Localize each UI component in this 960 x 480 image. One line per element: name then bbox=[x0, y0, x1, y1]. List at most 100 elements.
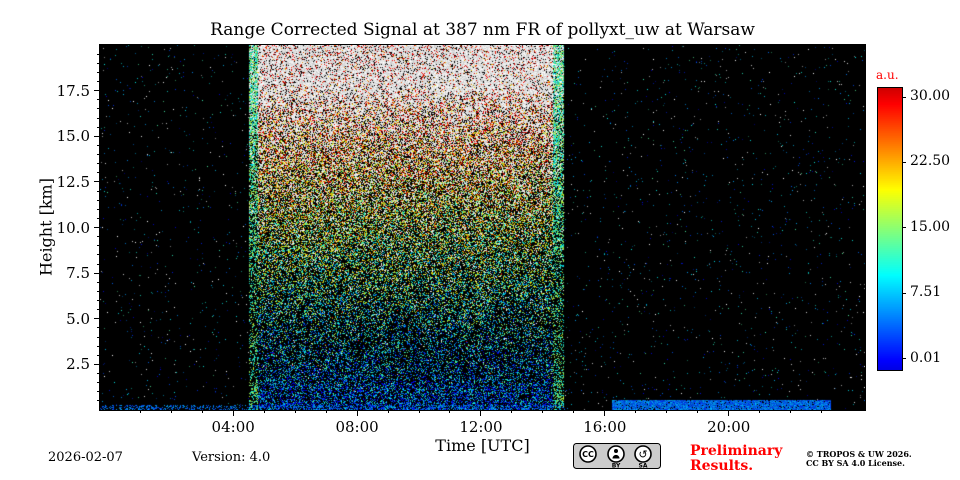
cc-icon bbox=[579, 445, 597, 463]
y-minor-tick bbox=[97, 117, 100, 119]
y-major-tick bbox=[94, 181, 100, 183]
heatmap-plot-area bbox=[100, 45, 865, 410]
x-minor-tick bbox=[511, 410, 513, 413]
preliminary-line2: Results. bbox=[690, 458, 754, 474]
y-minor-tick bbox=[97, 126, 100, 128]
y-minor-tick bbox=[97, 108, 100, 110]
svg-text:↺: ↺ bbox=[638, 448, 647, 461]
y-minor-tick bbox=[97, 190, 100, 192]
x-minor-tick bbox=[170, 410, 172, 413]
x-tick-label: 12:00 bbox=[459, 418, 503, 436]
x-minor-tick bbox=[790, 410, 792, 413]
y-tick-label: 10.0 bbox=[56, 218, 90, 237]
colorbar-tick-label: 7.51 bbox=[910, 284, 942, 301]
colorbar-tick bbox=[902, 227, 906, 229]
x-major-tick bbox=[480, 410, 482, 416]
y-tick-label: 15.0 bbox=[56, 127, 90, 146]
y-minor-tick bbox=[97, 154, 100, 155]
y-minor-tick bbox=[97, 217, 100, 219]
y-minor-tick bbox=[97, 71, 100, 73]
y-minor-tick bbox=[97, 373, 100, 374]
y-minor-tick bbox=[97, 354, 100, 356]
x-minor-tick bbox=[697, 410, 699, 413]
x-minor-tick bbox=[635, 410, 637, 413]
x-minor-tick bbox=[418, 410, 420, 413]
y-minor-tick bbox=[97, 254, 100, 256]
x-tick-label: 04:00 bbox=[211, 418, 255, 436]
plot-title: Range Corrected Signal at 387 nm FR of p… bbox=[210, 20, 755, 40]
colorbar-tick-label: 22.50 bbox=[910, 153, 951, 170]
colorbar-tick bbox=[902, 358, 906, 360]
y-major-tick bbox=[94, 227, 100, 228]
colorbar-tick bbox=[902, 161, 906, 163]
y-minor-tick bbox=[97, 400, 100, 402]
y-axis-label: Height [km] bbox=[36, 178, 56, 276]
x-minor-tick bbox=[449, 410, 451, 413]
y-tick-label: 12.5 bbox=[56, 172, 90, 191]
cc-by-sa-badge: CC BY ↺ SA bbox=[573, 443, 661, 469]
y-tick-label: 17.5 bbox=[56, 81, 90, 100]
sa-arrow-icon bbox=[634, 445, 652, 463]
by-label: BY bbox=[612, 463, 621, 470]
y-minor-tick bbox=[97, 281, 100, 283]
y-minor-tick bbox=[97, 391, 100, 393]
x-axis-label: Time [UTC] bbox=[435, 436, 530, 455]
colorbar-tick-label: 0.01 bbox=[910, 349, 942, 366]
x-tick-label: 08:00 bbox=[335, 418, 379, 436]
y-tick-label: 5.0 bbox=[66, 309, 90, 328]
version-label: Version: 4.0 bbox=[192, 450, 271, 465]
preliminary-results-note: Preliminary Results. bbox=[690, 444, 782, 474]
x-minor-tick bbox=[201, 410, 203, 413]
colorbar-tick bbox=[902, 292, 906, 294]
x-minor-tick bbox=[294, 410, 296, 413]
x-major-tick bbox=[356, 410, 358, 416]
y-minor-tick bbox=[97, 99, 100, 101]
x-major-tick bbox=[728, 410, 730, 416]
x-minor-tick bbox=[573, 410, 575, 413]
x-minor-tick bbox=[759, 410, 761, 413]
y-minor-tick bbox=[97, 208, 100, 210]
measurement-date: 2026-02-07 bbox=[48, 450, 123, 465]
copyright-note: © TROPOS & UW 2026. CC BY SA 4.0 License… bbox=[806, 450, 912, 468]
preliminary-line1: Preliminary bbox=[690, 443, 783, 459]
copyright-line1: © TROPOS & UW 2026. bbox=[806, 449, 912, 459]
y-minor-tick bbox=[97, 327, 100, 329]
y-minor-tick bbox=[97, 290, 100, 292]
x-major-tick bbox=[232, 410, 234, 416]
y-tick-label: 7.5 bbox=[66, 264, 90, 283]
y-minor-tick bbox=[97, 62, 100, 64]
colorbar-tick bbox=[902, 96, 906, 98]
y-major-tick bbox=[94, 363, 100, 365]
x-minor-tick bbox=[666, 410, 668, 413]
by-person-icon bbox=[607, 445, 625, 463]
sa-label: SA bbox=[639, 463, 648, 470]
y-minor-tick bbox=[97, 263, 100, 265]
x-tick-label: 20:00 bbox=[707, 418, 751, 436]
copyright-line2: CC BY SA 4.0 License. bbox=[806, 458, 905, 468]
y-major-tick bbox=[94, 90, 100, 92]
colorbar-tick-label: 30.00 bbox=[910, 88, 951, 105]
y-minor-tick bbox=[97, 345, 100, 347]
cc-icon-text: CC bbox=[582, 450, 594, 459]
x-minor-tick bbox=[325, 410, 327, 413]
y-tick-label: 2.5 bbox=[66, 355, 90, 374]
y-minor-tick bbox=[97, 382, 100, 384]
y-minor-tick bbox=[97, 199, 100, 201]
y-minor-tick bbox=[97, 144, 100, 146]
x-major-tick bbox=[604, 410, 606, 416]
y-minor-tick bbox=[97, 336, 100, 338]
colorbar-tick-label: 15.00 bbox=[910, 218, 951, 235]
y-minor-tick bbox=[97, 81, 100, 82]
y-minor-tick bbox=[97, 172, 100, 174]
x-minor-tick bbox=[387, 410, 389, 413]
y-minor-tick bbox=[97, 300, 100, 301]
y-minor-tick bbox=[97, 236, 100, 238]
y-minor-tick bbox=[97, 309, 100, 311]
y-minor-tick bbox=[97, 53, 100, 55]
x-minor-tick bbox=[821, 410, 823, 413]
x-tick-label: 16:00 bbox=[583, 418, 627, 436]
y-minor-tick bbox=[97, 245, 100, 247]
y-major-tick bbox=[94, 318, 100, 320]
colorbar-unit-label: a.u. bbox=[876, 68, 899, 82]
